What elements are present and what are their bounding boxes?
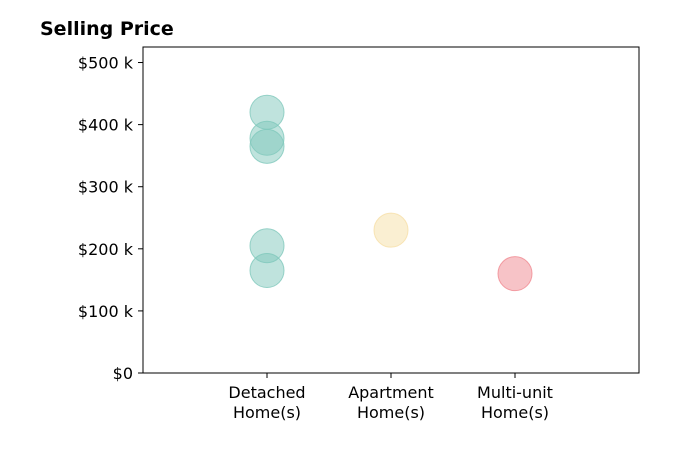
chart-marks [249,94,533,292]
x-tick-label: Multi-unit Home(s) [477,383,553,422]
data-point [249,128,285,164]
x-tick-label: Detached Home(s) [228,383,305,422]
x-tick-label: Apartment Home(s) [348,383,434,422]
y-tick-label: $400 k [78,116,134,135]
y-tick-label: $500 k [78,54,134,73]
y-tick-label: $100 k [78,302,134,321]
plot-frame [142,46,640,374]
chart-title: Selling Price [40,18,174,40]
y-tick-label: $300 k [78,178,134,197]
y-tick-label: $0 [113,364,133,383]
data-point [373,212,409,248]
y-tick-label: $200 k [78,240,134,259]
y-axis: $0 $100 k $200 k $300 k $400 k $500 k [78,54,143,383]
data-point [249,253,285,289]
data-point [497,256,533,292]
x-axis: Detached Home(s) Apartment Home(s) Multi-uni… [228,373,553,422]
